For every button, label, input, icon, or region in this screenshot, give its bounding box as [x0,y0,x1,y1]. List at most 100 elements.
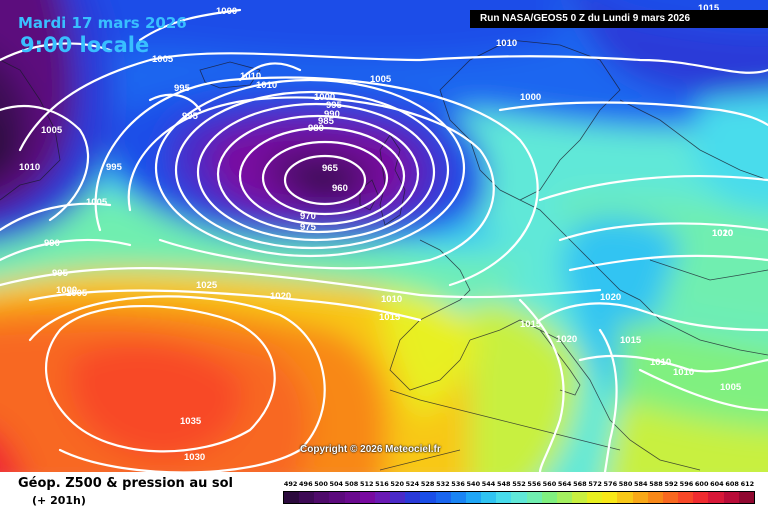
legend-swatch [299,492,315,503]
isobars [0,8,768,472]
isobar-label: 1000 [314,92,335,103]
isobar-label: 1005 [720,382,742,393]
legend-swatch [602,492,618,503]
legend-swatch [390,492,406,503]
isobar-label: 995 [174,83,191,94]
isobar-label: 1000 [216,6,237,17]
legend-value: 584 [634,480,648,488]
legend-value: 576 [603,480,618,488]
legend-value: 528 [420,480,435,488]
isobar-label: 1005 [66,288,88,299]
isobar-label: 970 [300,211,316,222]
chart-title: Géop. Z500 & pression au sol [18,476,233,491]
legend-swatch [420,492,436,503]
legend-swatch [496,492,512,503]
isobar-label: 1015 [379,312,401,323]
legend-value: 552 [512,480,526,488]
legend-value: 580 [618,480,633,488]
legend-value: 568 [573,480,587,488]
legend-value: 492 [283,480,298,488]
isobar-label: 1010 [381,294,402,305]
isobar-label: 1000 [56,285,77,296]
legend-swatch [617,492,633,503]
legend-value: 496 [299,480,313,488]
legend-swatch [662,492,679,503]
legend-swatch [450,492,466,503]
legend-value: 612 [740,480,755,488]
legend-swatch [632,492,648,503]
isobar-label: 1000 [520,92,541,103]
footer: Géop. Z500 & pression au sol (+ 201h) 49… [0,472,768,512]
isobar-label: 1015 [520,319,542,330]
forecast-date: Mardi 17 mars 2026 [18,14,187,32]
legend-value: 560 [542,480,557,488]
legend-value: 596 [679,480,694,488]
isobar-label: 1010 [712,228,733,239]
legend-value: 524 [405,480,420,488]
legend-swatch [344,492,360,503]
isobar-label: 990 [44,238,60,249]
legend-value: 588 [649,480,663,488]
legend-value: 556 [527,480,542,488]
isobar-label: 1020 [600,292,621,303]
color-legend [283,491,755,504]
legend-swatch [647,492,663,503]
isobar-label: 1020 [556,334,577,345]
legend-value: 604 [710,480,724,488]
isobar-label: 1025 [196,280,218,291]
isobar-label: 975 [300,222,317,233]
legend-swatch [435,492,451,503]
isobar-label: 1005 [370,74,392,85]
legend-swatch [511,492,527,503]
legend-value: 600 [694,480,709,488]
isobar-label: 985 [318,116,335,127]
legend-swatch [571,492,588,503]
forecast-lead-time: (+ 201h) [32,494,86,507]
legend-swatch [526,492,542,503]
legend-swatch [738,492,754,503]
forecast-time: 9:00 locale [20,33,150,57]
isobar-label: 1015 [620,335,642,346]
isobar-label: 1010 [240,71,261,82]
legend-swatch [708,492,724,503]
isobar-label: 1010 [673,367,694,378]
isobar-label: 1010 [496,38,517,49]
isobar-label: 995 [52,268,69,279]
isobar-label: 995 [182,111,199,122]
legend-swatch [541,492,557,503]
isobar-label: 995 [326,100,343,111]
isobar-label: 990 [324,109,340,120]
legend-value: 516 [375,480,389,488]
legend-swatch [329,492,345,503]
legend-value: 500 [314,480,328,488]
legend-value: 548 [496,480,511,488]
coastlines [0,39,768,471]
isobar-label: 1005 [86,197,108,208]
legend-swatch [359,492,375,503]
isobar-label: 995 [106,162,123,173]
isobar-label: 1005 [41,125,63,136]
legend-swatch [678,492,694,503]
legend-value: 504 [329,480,344,488]
geopotential-field [0,0,768,472]
legend-swatch [405,492,421,503]
legend-value: 608 [725,480,739,488]
copyright-notice: Copyright © 2026 Meteociel.fr [300,444,441,455]
legend-value: 520 [390,480,404,488]
isobar-label: 1035 [180,416,202,427]
legend-swatch [723,492,739,503]
legend-value: 536 [451,480,465,488]
isobar-label: 965 [322,163,339,174]
legend-value: 564 [557,480,572,488]
isobar-label: 1030 [184,452,205,463]
legend-value: 592 [664,480,679,488]
model-run-label: Run NASA/GEOS5 0 Z du Lundi 9 mars 2026 [470,10,768,28]
legend-swatch [693,492,709,503]
legend-swatch [284,492,300,503]
legend-swatch [314,492,330,503]
isobar-label: 1010 [19,162,40,173]
isobar-label: 1020 [712,228,733,239]
isobar-labels: 1000 1015 1010 1005 995 995 1010 1010 10… [19,3,742,463]
legend-swatch [556,492,572,503]
legend-swatch [465,492,482,503]
